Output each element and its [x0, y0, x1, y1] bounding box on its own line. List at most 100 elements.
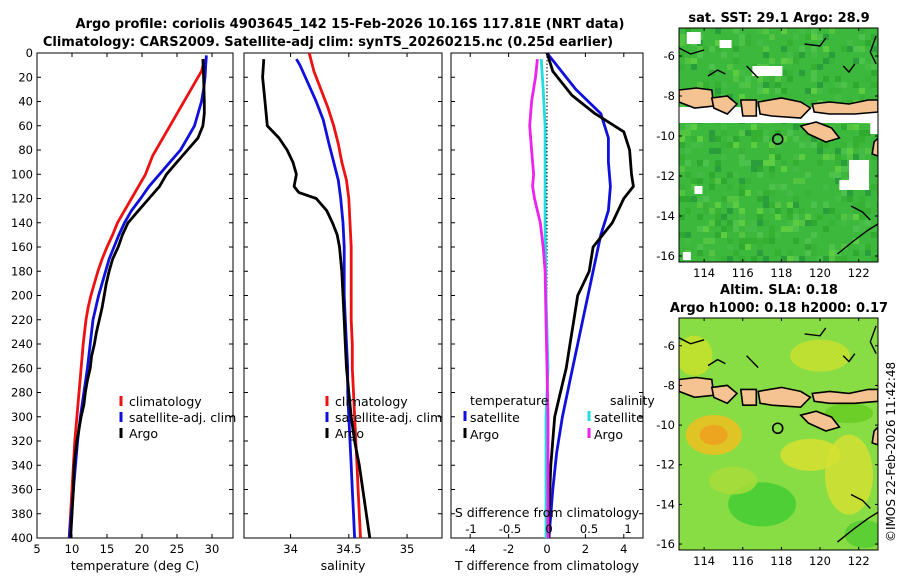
sst-cell	[823, 58, 829, 64]
sst-cell	[757, 136, 763, 142]
sst-cell	[847, 190, 853, 196]
sst-cell	[721, 196, 727, 202]
sst-cell	[691, 178, 697, 184]
sst-cell	[805, 250, 811, 256]
sst-cell	[865, 208, 871, 214]
sst-cell	[703, 226, 709, 232]
sst-cell	[697, 244, 703, 250]
sst-cell	[829, 124, 835, 130]
sst-cell	[697, 196, 703, 202]
sst-cell	[679, 232, 685, 238]
y-tick-label: 280	[11, 386, 33, 400]
cloud-gap	[682, 252, 691, 260]
sst-cell	[745, 238, 751, 244]
sst-cell	[865, 190, 871, 196]
sst-cell	[739, 130, 745, 136]
sst-cell	[703, 46, 709, 52]
sst-cell	[805, 34, 811, 40]
land-island	[871, 425, 878, 446]
map-x-tick-label: 118	[770, 266, 792, 280]
sst-cell	[811, 232, 817, 238]
sst-cell	[805, 142, 811, 148]
sst-cell	[679, 154, 685, 160]
sst-cell	[691, 196, 697, 202]
sst-cell	[769, 148, 775, 154]
sst-cell	[835, 148, 841, 154]
sst-cell	[793, 238, 799, 244]
temperature-panel: 0 20 40 60 80 100 120 140 160 180 200 220 240 260 280 3…	[11, 46, 236, 573]
y-tick-label: 40	[18, 95, 33, 109]
sst-cell	[823, 256, 829, 262]
sst-cell	[841, 190, 847, 196]
sst-cell	[871, 256, 877, 262]
sst-cell	[835, 196, 841, 202]
cloud-gap	[694, 186, 703, 194]
coastline	[850, 493, 871, 509]
sst-cell	[841, 196, 847, 202]
sst-cell	[709, 238, 715, 244]
map-y-tick-label: -14	[656, 497, 675, 511]
x-tick-label: 30	[205, 542, 220, 556]
y-tick-label: 200	[11, 289, 33, 303]
map-content	[679, 318, 878, 550]
timestamp: ©IMOS 22-Feb-2026 11:42:48	[884, 362, 898, 542]
sla-field	[709, 466, 758, 495]
sst-cell	[793, 196, 799, 202]
sst-cell	[823, 76, 829, 82]
sst-cell	[685, 196, 691, 202]
sst-cell	[853, 46, 859, 52]
sst-cell	[709, 130, 715, 136]
sst-cell	[745, 82, 751, 88]
sst-cell	[751, 256, 757, 262]
sst-cell	[745, 130, 751, 136]
cloud-gap	[752, 66, 783, 76]
land-island	[811, 99, 878, 115]
sst-cell	[745, 76, 751, 82]
map-y-tick-label: -14	[656, 209, 675, 223]
sst-cell	[697, 82, 703, 88]
map-y-tick-label: -12	[656, 169, 675, 183]
sst-cell	[769, 172, 775, 178]
sst-cell	[859, 94, 865, 100]
sst-cell	[811, 88, 817, 94]
sst-cell	[811, 28, 817, 34]
sst-cell	[709, 208, 715, 214]
sst-cell	[793, 124, 799, 130]
sst-cell	[727, 238, 733, 244]
sst-cell	[853, 136, 859, 142]
sst-cell	[733, 220, 739, 226]
sst-cell	[715, 160, 721, 166]
y-tick-label: 340	[11, 458, 33, 472]
sst-cell	[775, 82, 781, 88]
sst-cell	[793, 214, 799, 220]
map-frame	[678, 27, 879, 263]
sst-cell	[871, 184, 877, 190]
sst-cell	[787, 52, 793, 58]
sst-cell	[679, 64, 685, 70]
sst-cell	[769, 58, 775, 64]
sst-cell	[853, 238, 859, 244]
sst-cell	[757, 130, 763, 136]
sst-cell	[709, 184, 715, 190]
sst-cell	[799, 28, 805, 34]
sst-cell	[787, 70, 793, 76]
sst-cell	[865, 130, 871, 136]
sst-cell	[691, 142, 697, 148]
sst-cell	[787, 220, 793, 226]
sst-cell	[853, 142, 859, 148]
sst-cell	[715, 214, 721, 220]
sst-cell	[715, 28, 721, 34]
sst-cell	[835, 166, 841, 172]
map-y-tick-label: -16	[656, 249, 675, 263]
sst-cell	[721, 124, 727, 130]
sst-cell	[817, 148, 823, 154]
y-tick-label: 320	[11, 434, 33, 448]
x-top-tick-label: -0.5	[499, 522, 521, 536]
sst-cell	[871, 226, 877, 232]
sla-field	[825, 434, 874, 515]
sst-cell	[685, 148, 691, 154]
sst-cell	[793, 256, 799, 262]
sst-cell	[757, 40, 763, 46]
sst-cell	[859, 202, 865, 208]
sst-cell	[715, 220, 721, 226]
